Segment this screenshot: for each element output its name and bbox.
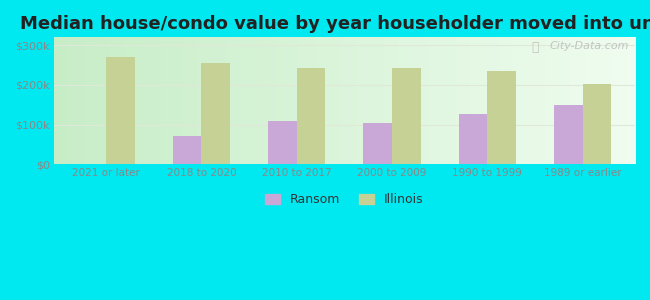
Bar xyxy=(106,57,135,164)
Text: City-Data.com: City-Data.com xyxy=(550,41,629,51)
Bar xyxy=(363,123,392,164)
Bar xyxy=(488,71,516,164)
Title: Median house/condo value by year householder moved into unit: Median house/condo value by year househo… xyxy=(20,15,650,33)
Bar xyxy=(582,84,611,164)
Bar xyxy=(459,114,488,164)
Bar xyxy=(173,136,202,164)
Bar xyxy=(297,68,326,164)
Bar xyxy=(268,121,297,164)
Bar xyxy=(392,68,421,164)
Text: ⓘ: ⓘ xyxy=(532,41,539,54)
Bar xyxy=(202,63,230,164)
Bar xyxy=(554,105,582,164)
Legend: Ransom, Illinois: Ransom, Illinois xyxy=(260,188,429,211)
